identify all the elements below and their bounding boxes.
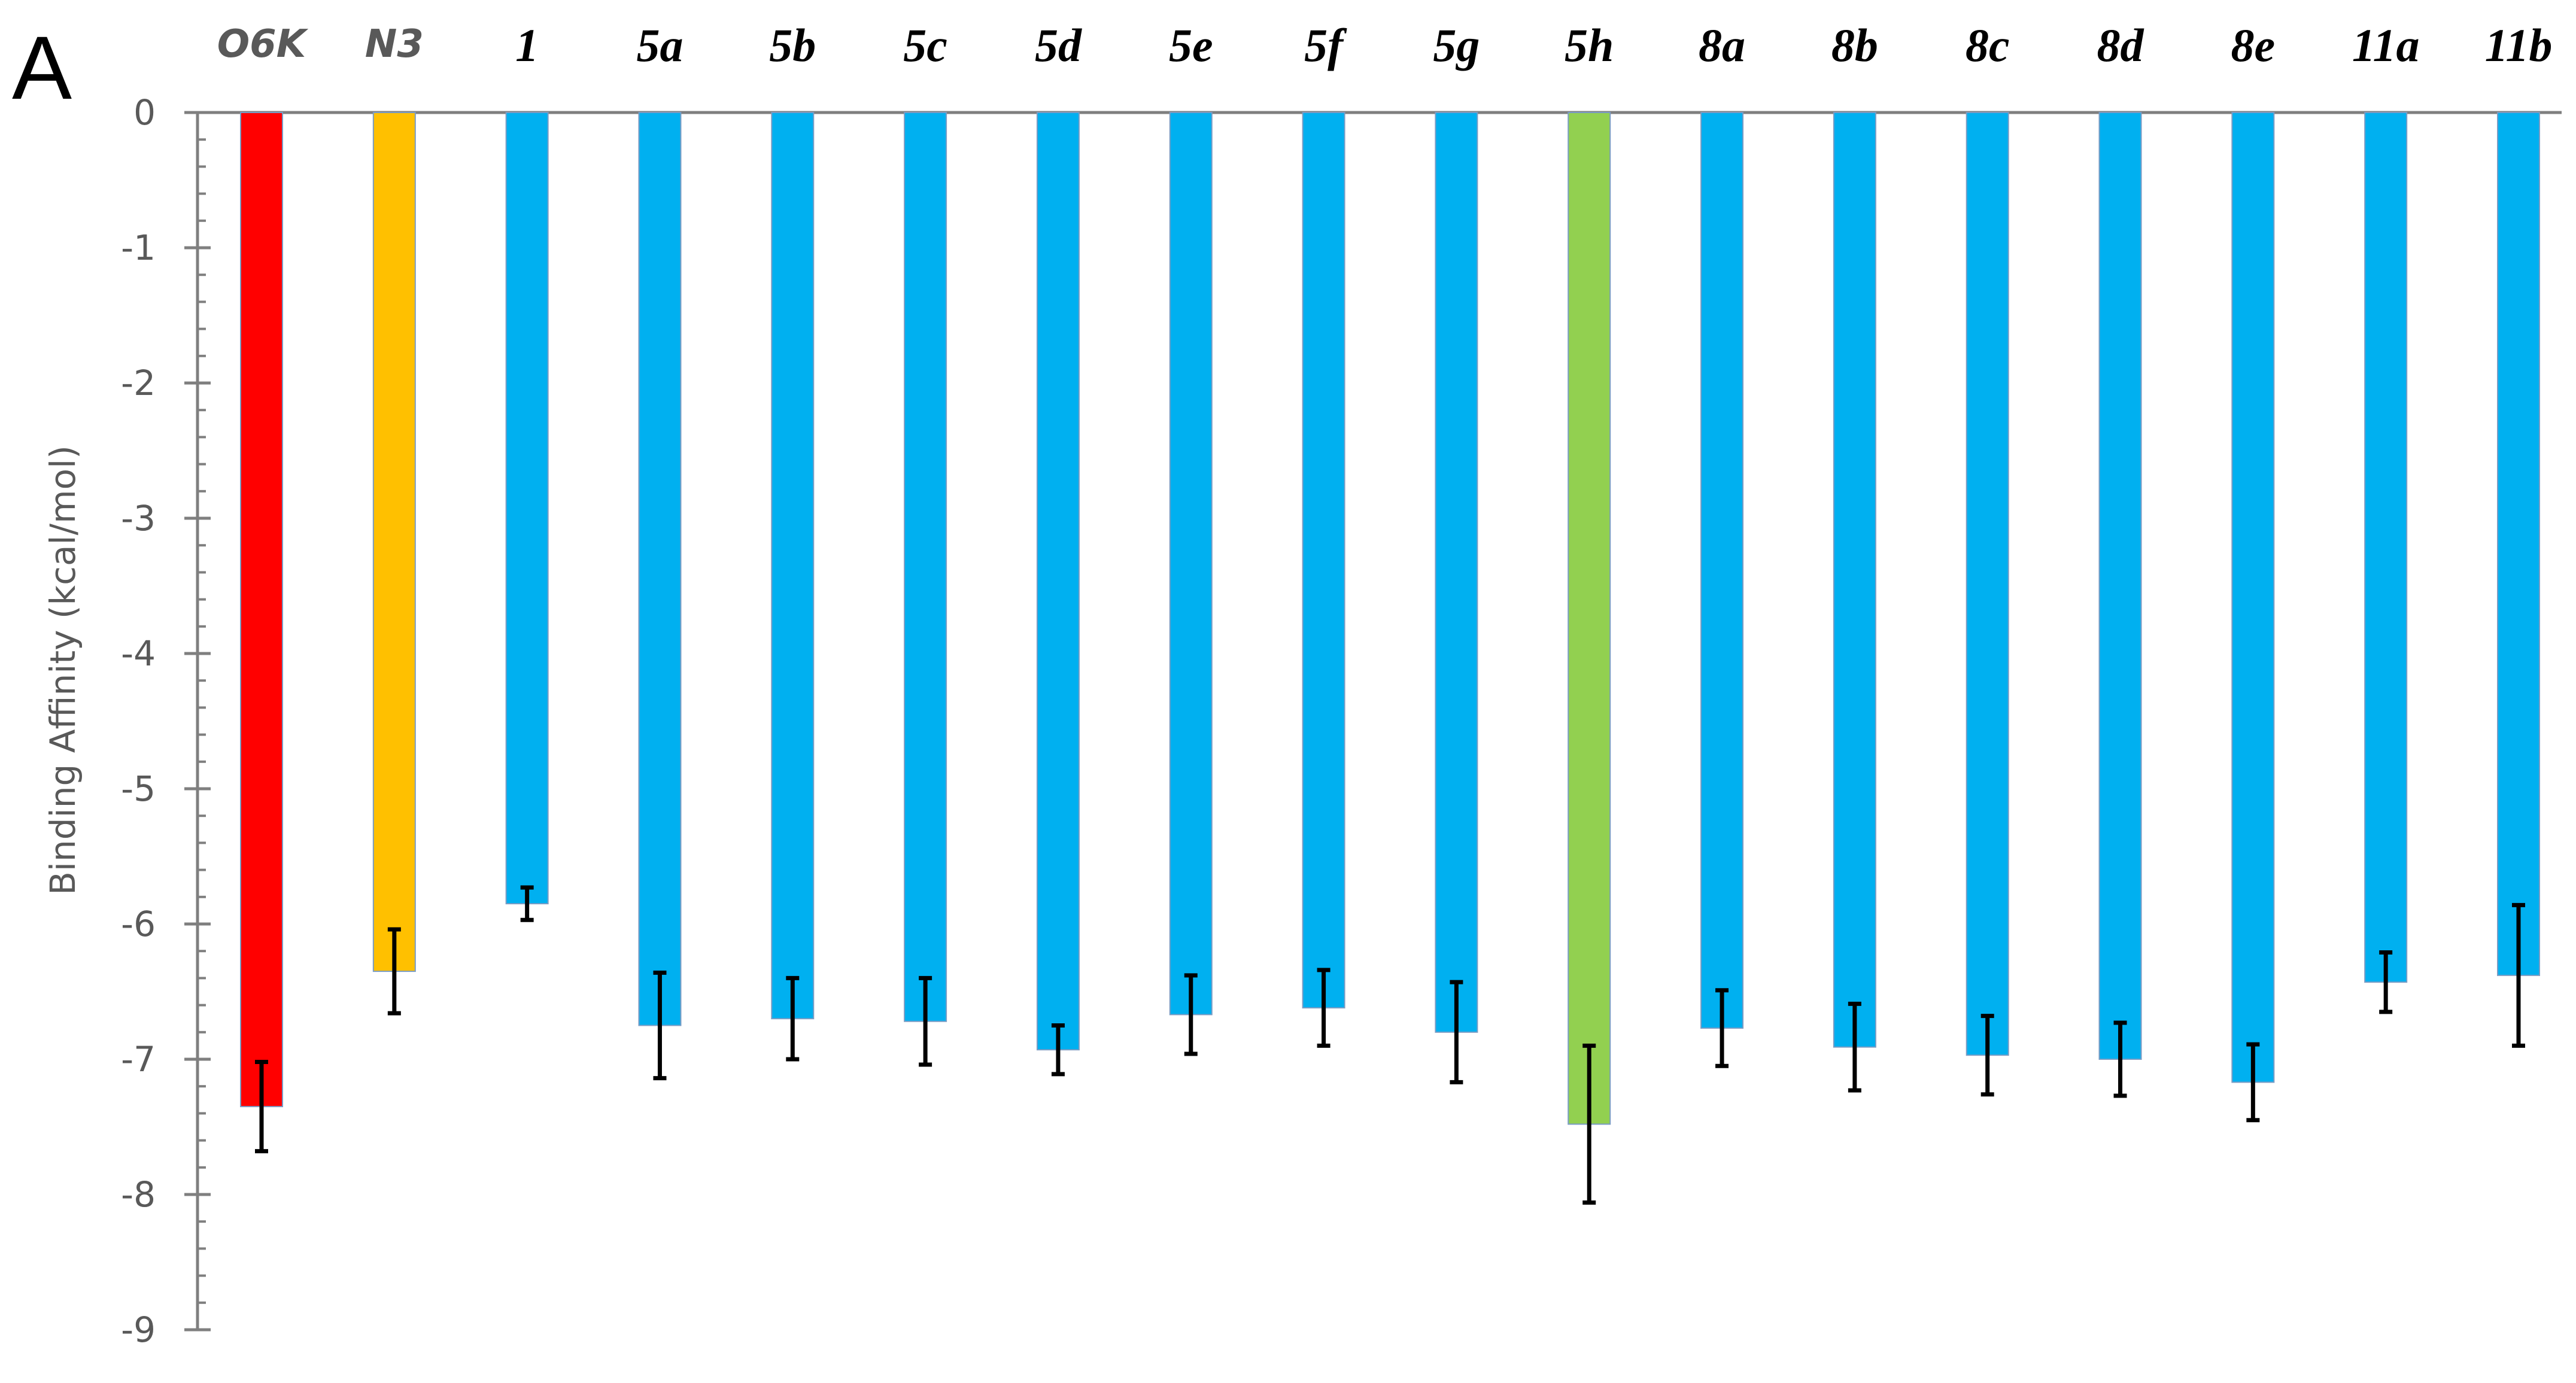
error-bar-8a (1715, 988, 1729, 1068)
error-bar-8c (1980, 1014, 1994, 1097)
category-label-5d: 5d (1035, 19, 1082, 71)
category-label-5h: 5h (1565, 19, 1614, 71)
category-label-11b: 11b (2485, 19, 2553, 71)
bar-8c (1966, 112, 2009, 1056)
category-label-5c: 5c (903, 19, 947, 71)
bar-5d (1036, 112, 1080, 1051)
y-tick-label: -2 (121, 363, 156, 403)
bar-5a (638, 112, 682, 1026)
bar-N3 (372, 112, 416, 972)
error-bar-5b (786, 975, 800, 1062)
y-tick-label: -7 (121, 1039, 156, 1080)
y-axis: 0 -1 -2 -3 -4 -5 -6 -7 -8 -9 (121, 92, 2562, 1350)
y-tick-label: -6 (121, 904, 156, 944)
category-label-1: 1 (515, 19, 539, 71)
error-bar-5a (653, 970, 667, 1081)
error-bar-5e (1184, 973, 1198, 1056)
error-bar-O6K (255, 1060, 268, 1154)
category-label-5g: 5g (1433, 19, 1480, 71)
error-bar-11a (2379, 950, 2393, 1014)
category-label-5f: 5f (1304, 19, 1347, 71)
bar-5c (904, 112, 947, 1022)
bars (240, 112, 2540, 1125)
error-bar-N3 (387, 927, 401, 1016)
y-tick-label: -1 (121, 227, 156, 268)
y-tick-label: -8 (121, 1174, 156, 1215)
error-bars (255, 885, 2525, 1205)
bar-8b (1833, 112, 1876, 1048)
bar-5b (771, 112, 815, 1020)
bar-1 (505, 112, 549, 905)
error-bar-5f (1317, 968, 1330, 1048)
error-bar-5h (1582, 1043, 1596, 1205)
category-label-5b: 5b (769, 19, 816, 71)
error-bar-8b (1848, 1001, 1861, 1093)
error-bar-8d (2113, 1020, 2127, 1098)
category-label-O6K: O6K (217, 22, 309, 66)
category-label-8e: 8e (2231, 19, 2276, 71)
category-label-8d: 8d (2097, 19, 2144, 71)
error-bar-1 (520, 885, 534, 922)
error-bar-11b (2512, 902, 2525, 1048)
bar-11a (2364, 112, 2408, 983)
bar-5h (1568, 112, 1611, 1125)
bar-5g (1435, 112, 1478, 1033)
bar-O6K (240, 112, 283, 1108)
panel-letter: A (12, 17, 72, 118)
category-label-8a: 8a (1699, 19, 1745, 71)
error-bar-5g (1450, 980, 1463, 1084)
y-tick-label: -3 (121, 498, 156, 539)
y-tick-label: -4 (121, 633, 156, 674)
error-bar-8e (2246, 1042, 2260, 1123)
bar-8e (2231, 112, 2275, 1083)
y-axis-title: Binding Affinity (kcal/mol) (42, 445, 83, 895)
y-tick-label: -5 (121, 768, 156, 809)
category-label-8b: 8b (1831, 19, 1878, 71)
y-tick-label: -9 (121, 1309, 156, 1350)
category-label-8c: 8c (1966, 19, 2010, 71)
category-label-5e: 5e (1169, 19, 1213, 71)
bar-5e (1169, 112, 1213, 1016)
bar-5f (1302, 112, 1345, 1009)
category-label-N3: N3 (365, 22, 424, 66)
y-tick-label: 0 (133, 92, 156, 133)
category-label-11a: 11a (2352, 19, 2420, 71)
category-labels: O6K N3 1 5a 5b 5c 5d 5e 5f 5g 5h 8a 8b 8c 8d 8e 11a 11b (217, 19, 2553, 71)
category-label-5a: 5a (636, 19, 683, 71)
bar-11b (2497, 112, 2540, 976)
bar-8d (2098, 112, 2142, 1060)
error-bar-5c (919, 975, 932, 1067)
bar-8a (1700, 112, 1744, 1029)
error-bar-5d (1051, 1023, 1065, 1077)
